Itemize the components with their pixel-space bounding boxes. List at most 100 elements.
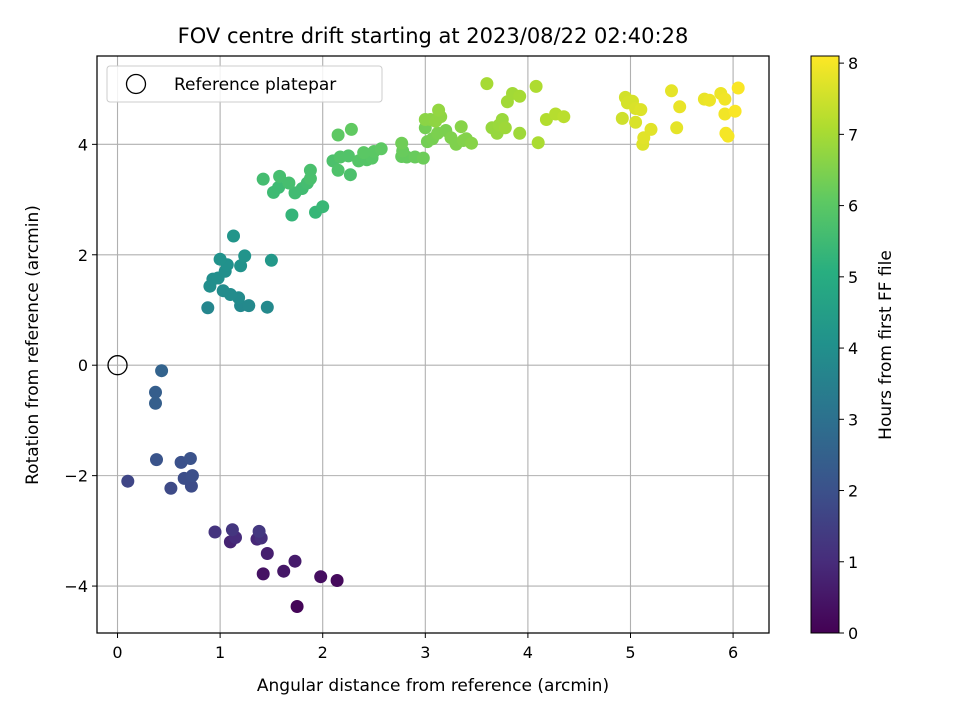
data-point [121, 474, 135, 488]
data-point [234, 259, 248, 273]
data-point [343, 168, 357, 182]
data-point [149, 396, 162, 410]
data-point [201, 301, 215, 315]
data-point [256, 567, 270, 581]
data-point [277, 564, 291, 578]
data-point [272, 180, 286, 194]
data-point [728, 104, 742, 118]
data-point [285, 208, 299, 222]
data-point [252, 524, 266, 538]
colorbar-tick-label: 6 [848, 197, 858, 216]
data-point [644, 122, 658, 136]
data-point [432, 103, 446, 117]
data-point [513, 126, 527, 140]
x-tick-label: 5 [625, 643, 635, 662]
data-point [344, 122, 358, 136]
data-point [465, 136, 478, 150]
data-point [150, 453, 163, 467]
data-point [670, 121, 684, 135]
data-point [513, 89, 527, 103]
data-point [331, 128, 345, 142]
data-point [395, 136, 409, 150]
chart-title: FOV centre drift starting at 2023/08/22 … [178, 24, 689, 48]
data-point [316, 200, 330, 214]
data-point [303, 163, 317, 177]
y-tick-label: −2 [64, 467, 88, 486]
reference-marker [107, 355, 128, 376]
data-point [531, 136, 545, 150]
data-point [164, 481, 178, 495]
data-point [288, 554, 302, 568]
legend-box [106, 65, 383, 103]
data-point [242, 299, 256, 313]
colorbar-tick-label: 2 [848, 482, 858, 501]
data-point [208, 525, 222, 539]
data-point [183, 452, 197, 465]
data-point [225, 523, 239, 537]
data-point [718, 107, 732, 121]
data-point [314, 570, 328, 584]
legend-label: Reference platepar [174, 75, 336, 95]
data-point [416, 151, 430, 165]
y-tick-label: 2 [78, 246, 88, 265]
data-point [290, 600, 304, 613]
x-axis-ticks: 0 1 2 3 4 5 6 [112, 633, 738, 662]
y-axis-ticks: −4 −2 0 2 4 [64, 135, 97, 596]
colorbar-tick-label: 4 [848, 339, 858, 358]
data-point [665, 84, 678, 98]
colorbar-tick-label: 5 [848, 268, 858, 287]
data-point [149, 385, 162, 399]
colorbar: 0 1 2 3 4 5 6 7 8 Hours from first FF file [810, 54, 896, 643]
x-tick-label: 3 [420, 643, 430, 662]
grid-lines [97, 56, 769, 633]
colorbar-tick-label: 0 [848, 624, 858, 643]
data-point [216, 284, 230, 298]
x-tick-label: 4 [523, 643, 533, 662]
x-tick-label: 0 [112, 643, 122, 662]
x-tick-label: 6 [728, 643, 738, 662]
data-point [185, 469, 199, 483]
data-point [282, 176, 296, 190]
legend: Reference platepar [106, 65, 383, 103]
data-point [374, 142, 388, 156]
colorbar-tick-label: 8 [848, 54, 858, 73]
data-point [703, 93, 716, 107]
data-point [718, 92, 732, 106]
x-tick-label: 2 [318, 643, 328, 662]
data-point [155, 364, 169, 378]
data-point [330, 574, 344, 587]
y-tick-label: −4 [64, 577, 88, 596]
data-point [264, 253, 278, 267]
data-point [629, 115, 643, 129]
data-points [121, 77, 745, 613]
data-point [529, 79, 543, 93]
x-axis-title: Angular distance from reference (arcmin) [257, 676, 609, 696]
legend-marker [125, 73, 147, 95]
data-point [213, 252, 227, 266]
colorbar-tick-label: 3 [848, 410, 858, 429]
y-tick-label: 0 [78, 356, 88, 375]
data-point [480, 77, 494, 91]
data-point [615, 111, 629, 125]
data-point [238, 249, 252, 263]
data-point [557, 110, 571, 124]
reference-platepar-marker [107, 355, 128, 376]
data-point [331, 163, 345, 177]
y-axis-title: Rotation from reference (arcmin) [23, 205, 43, 485]
data-point [454, 120, 468, 134]
data-point [273, 169, 287, 183]
data-point [357, 146, 371, 160]
data-point [256, 172, 270, 186]
data-point [227, 229, 240, 243]
colorbar-tick-label: 7 [848, 125, 858, 144]
y-tick-label: 4 [78, 135, 88, 154]
plot-frame [96, 55, 770, 634]
data-point [341, 149, 355, 163]
colorbar-gradient [810, 55, 840, 634]
data-point [260, 547, 274, 560]
data-point [260, 300, 274, 314]
colorbar-ticks: 0 1 2 3 4 5 6 7 8 [839, 54, 858, 643]
data-point [731, 81, 745, 95]
colorbar-title: Hours from first FF file [876, 250, 896, 440]
